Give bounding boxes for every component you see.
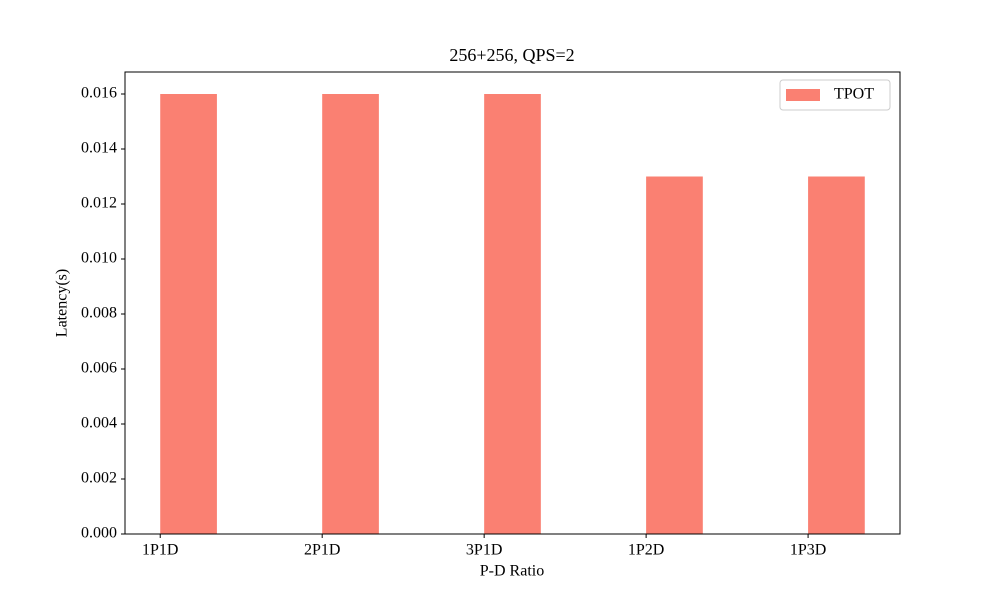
legend-swatch [786,89,820,101]
y-tick-label: 0.010 [81,250,117,267]
x-tick-label: 1P2D [628,542,664,559]
plot-frame [124,71,901,535]
y-tick-label: 0.006 [81,360,117,377]
bar [160,94,217,534]
x-tick-label: 1P1D [142,542,178,559]
x-tick-label: 2P1D [304,542,340,559]
legend-label: TPOT [834,86,874,103]
bar [808,176,865,534]
x-axis-label: P-D Ratio [480,563,544,580]
bar [322,94,379,534]
bar [484,94,541,534]
x-tick-label: 1P3D [790,542,826,559]
y-tick-label: 0.000 [81,525,117,542]
bar [646,176,703,534]
y-tick-label: 0.002 [81,470,117,487]
y-tick-label: 0.008 [81,305,117,322]
legend-box [779,79,891,111]
y-tick-label: 0.004 [81,415,117,432]
y-axis-label: Latency(s) [54,269,71,337]
chart-title: 256+256, QPS=2 [449,45,574,65]
x-tick-label: 3P1D [466,542,502,559]
y-tick-label: 0.012 [81,195,117,212]
y-tick-label: 0.016 [81,85,117,102]
y-tick-label: 0.014 [81,140,117,157]
